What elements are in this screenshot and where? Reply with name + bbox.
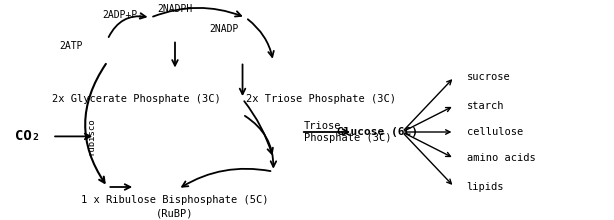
Text: Triose
Phosphate (3C): Triose Phosphate (3C) bbox=[304, 121, 392, 143]
Text: sucrose: sucrose bbox=[467, 72, 510, 82]
Text: 2NADP: 2NADP bbox=[209, 24, 239, 34]
Text: rubisco: rubisco bbox=[87, 117, 95, 155]
Text: 1 x Ribulose Bisphosphate (5C): 1 x Ribulose Bisphosphate (5C) bbox=[81, 195, 269, 205]
Text: (RuBP): (RuBP) bbox=[156, 208, 194, 218]
Text: lipids: lipids bbox=[467, 182, 504, 192]
Text: Glucose (6C): Glucose (6C) bbox=[337, 127, 418, 137]
Text: cellulose: cellulose bbox=[467, 127, 523, 137]
Text: 2ATP: 2ATP bbox=[59, 41, 82, 51]
Text: amino acids: amino acids bbox=[467, 153, 535, 163]
Text: 2x Triose Phosphate (3C): 2x Triose Phosphate (3C) bbox=[246, 94, 395, 104]
Text: 2x Glycerate Phosphate (3C): 2x Glycerate Phosphate (3C) bbox=[52, 94, 221, 104]
Text: starch: starch bbox=[467, 101, 504, 111]
Text: 2NADPH: 2NADPH bbox=[157, 4, 193, 14]
Text: 2ADP+Pᵢ: 2ADP+Pᵢ bbox=[103, 10, 143, 20]
Text: CO₂: CO₂ bbox=[15, 129, 40, 143]
